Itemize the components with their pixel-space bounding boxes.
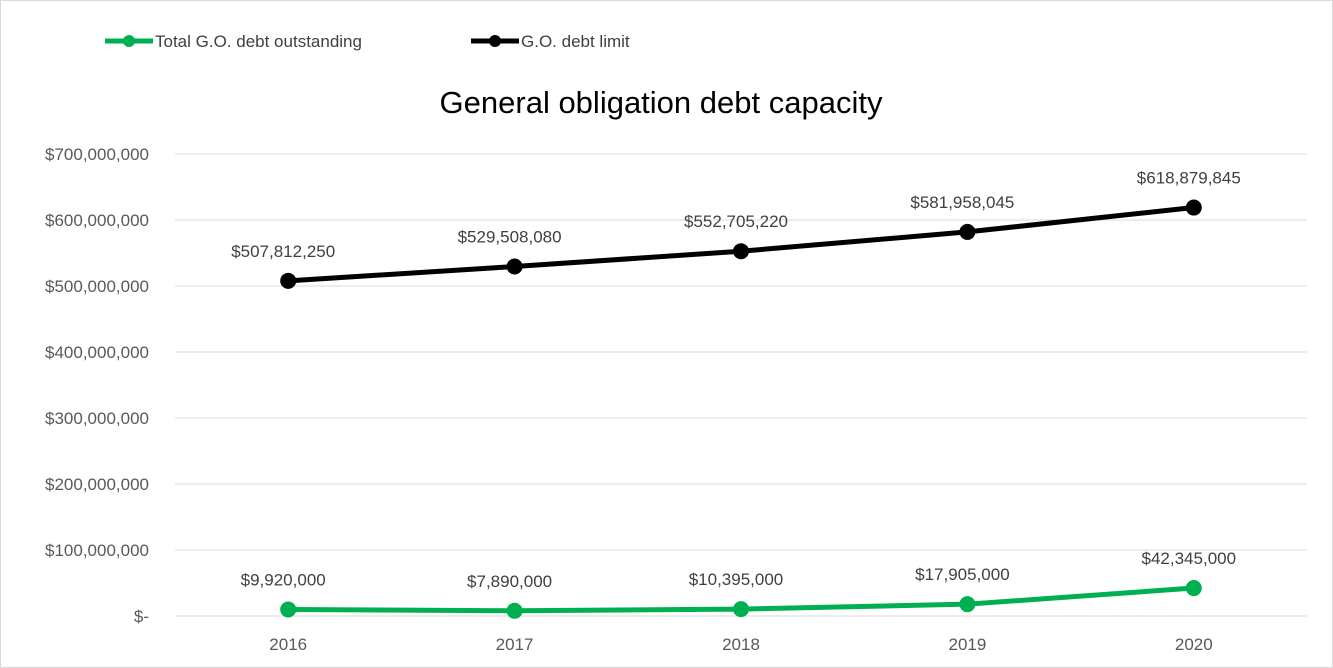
- data-label: $17,905,000: [915, 565, 1010, 584]
- x-tick-label: 2020: [1175, 635, 1213, 654]
- data-point: [1185, 580, 1202, 597]
- legend-label: G.O. debt limit: [521, 32, 630, 51]
- x-tick-label: 2017: [496, 635, 534, 654]
- data-point: [733, 243, 749, 260]
- data-point: [959, 223, 976, 240]
- x-tick-label: 2018: [722, 635, 760, 654]
- y-tick-label: $100,000,000: [45, 541, 149, 560]
- chart-title: General obligation debt capacity: [440, 85, 883, 120]
- data-point: [506, 602, 523, 619]
- data-point: [1185, 199, 1202, 216]
- data-label: $552,705,220: [684, 212, 788, 231]
- y-tick-label: $700,000,000: [45, 145, 149, 164]
- x-tick-label: 2016: [269, 635, 307, 654]
- x-tick-label: 2019: [948, 635, 986, 654]
- legend-marker: [489, 35, 501, 47]
- data-point: [959, 596, 976, 613]
- data-label: $581,958,045: [910, 193, 1014, 212]
- series-0: $9,920,000 $7,890,000 $10,395,000 $17,905,0…: [241, 549, 1236, 619]
- y-axis: $- $100,000,000 $200,000,000 $300,000,000 $4…: [45, 145, 149, 626]
- data-label: $42,345,000: [1142, 549, 1237, 568]
- legend-item: G.O. debt limit: [471, 32, 630, 51]
- y-tick-label: $-: [134, 607, 149, 626]
- data-point: [506, 258, 523, 275]
- legend-label: Total G.O. debt outstanding: [155, 32, 362, 51]
- data-label: $7,890,000: [467, 572, 552, 591]
- legend-item: Total G.O. debt outstanding: [105, 32, 362, 51]
- data-label: $10,395,000: [689, 570, 784, 589]
- legend-marker: [123, 35, 135, 47]
- data-label: $618,879,845: [1137, 169, 1241, 188]
- y-tick-label: $200,000,000: [45, 475, 149, 494]
- series-layer: $9,920,000 $7,890,000 $10,395,000 $17,905,0…: [231, 169, 1241, 619]
- gridlines: [175, 153, 1307, 617]
- data-label: $9,920,000: [241, 570, 326, 589]
- data-label: $507,812,250: [231, 242, 335, 261]
- y-tick-label: $600,000,000: [45, 211, 149, 230]
- y-tick-label: $300,000,000: [45, 409, 149, 428]
- y-tick-label: $500,000,000: [45, 277, 149, 296]
- data-point: [280, 601, 297, 618]
- data-point: [733, 601, 749, 618]
- x-axis: 2016 2017 2018 2019 2020: [269, 635, 1212, 654]
- series-1: $507,812,250 $529,508,080 $552,705,220 $581…: [231, 169, 1241, 289]
- data-label: $529,508,080: [458, 228, 562, 247]
- legend: Total G.O. debt outstanding G.O. debt lim…: [105, 32, 630, 51]
- data-point: [280, 272, 297, 289]
- y-tick-label: $400,000,000: [45, 343, 149, 362]
